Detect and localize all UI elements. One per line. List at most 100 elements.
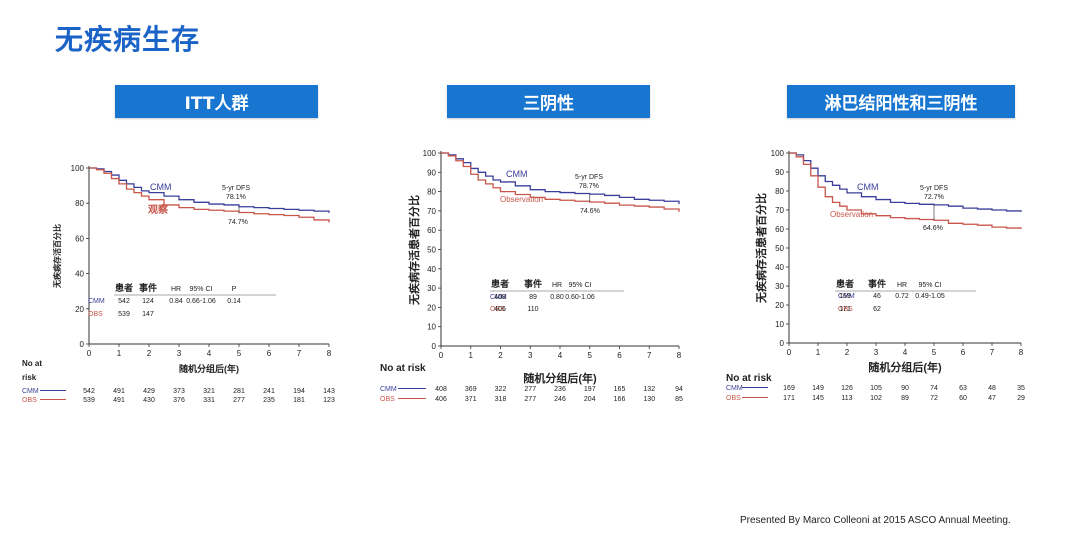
x-tick-label: 3: [177, 349, 182, 358]
stats-header: 95% CI: [190, 286, 213, 293]
y-tick-label: 100: [423, 149, 437, 158]
stats-header: HR: [552, 282, 562, 289]
series-line-cmm: [789, 152, 1022, 212]
km-panel-3: 0 10 20 30 40 50 60 70 80 90 100 0 1 2 3 4 5 6 7 8 随机分组后(年) 无…: [726, 149, 1025, 402]
risk-value: 166: [614, 396, 626, 403]
y-tick-label: 40: [75, 270, 84, 279]
x-tick-label: 4: [558, 351, 563, 360]
y-tick-label: 90: [775, 168, 784, 177]
risk-label: No at risk: [380, 363, 426, 374]
stats-cell: 124: [142, 298, 154, 305]
risk-value: 406: [435, 396, 447, 403]
stats-header: 95% CI: [919, 282, 942, 289]
x-tick-label: 7: [990, 348, 995, 357]
stats-cell: 406: [494, 306, 506, 313]
risk-value: 169: [783, 385, 795, 392]
x-tick-label: 5: [237, 349, 242, 358]
panel-header-itt: ITT人群: [115, 85, 318, 118]
risk-value: 149: [812, 385, 824, 392]
x-tick-label: 8: [327, 349, 332, 358]
risk-value: 331: [203, 397, 215, 404]
dfs-label: 5-yr DFS: [575, 174, 603, 181]
x-axis-label: 随机分组后(年): [868, 360, 942, 374]
x-tick-label: 2: [845, 348, 850, 357]
risk-value: 277: [524, 396, 536, 403]
y-tick-label: 30: [775, 282, 784, 291]
stats-row-name: OBS: [88, 311, 103, 318]
y-tick-label: 80: [427, 188, 436, 197]
y-tick-label: 10: [427, 323, 436, 332]
series-line-obs: [789, 152, 1022, 229]
series-label-cmm: CMM: [150, 182, 172, 192]
y-tick-label: 90: [427, 168, 436, 177]
stats-cell: 0.60-1.06: [565, 294, 595, 301]
risk-value: 539: [83, 397, 95, 404]
stats-header: HR: [171, 286, 181, 293]
risk-value: 143: [323, 388, 335, 395]
y-tick-label: 10: [775, 320, 784, 329]
stats-cell: 0.72: [895, 293, 909, 300]
stats-header: 事件: [524, 278, 542, 289]
series-line-cmm: [89, 167, 330, 213]
y-tick-label: 100: [771, 149, 785, 158]
risk-value: 321: [203, 388, 215, 395]
x-tick-label: 4: [903, 348, 908, 357]
stats-cell: 0.14: [227, 298, 241, 305]
x-tick-label: 8: [677, 351, 682, 360]
risk-value: 318: [495, 396, 507, 403]
risk-row-name: OBS: [726, 395, 741, 402]
x-tick-label: 8: [1019, 348, 1024, 357]
stats-cell: 169: [839, 293, 851, 300]
y-tick-label: 80: [75, 199, 84, 208]
stats-row-name: CMM: [88, 298, 105, 305]
x-tick-label: 1: [469, 351, 474, 360]
y-axis-label: 无疾病存活患者百分比: [407, 195, 421, 306]
risk-value: 204: [584, 396, 596, 403]
y-tick-label: 60: [427, 226, 436, 235]
stats-row-name: CMM: [490, 294, 507, 301]
risk-value: 491: [113, 397, 125, 404]
stats-header: 患者: [491, 278, 509, 289]
risk-value: 47: [988, 395, 996, 402]
dfs-cmm-value: 78.7%: [579, 183, 599, 190]
risk-value: 369: [465, 386, 477, 393]
y-tick-label: 60: [75, 234, 84, 243]
risk-label: No at risk: [726, 373, 772, 384]
risk-value: 542: [83, 388, 95, 395]
x-tick-label: 3: [874, 348, 879, 357]
stats-cell: 0.66-1.06: [186, 298, 216, 305]
risk-label: risk: [22, 373, 37, 382]
risk-value: 60: [959, 395, 967, 402]
risk-value: 429: [143, 388, 155, 395]
series-label-obs: Observation: [500, 195, 543, 204]
risk-value: 281: [233, 388, 245, 395]
y-tick-label: 40: [775, 263, 784, 272]
panel-header-node-positive-triple-negative: 淋巴结阳性和三阴性: [787, 85, 1015, 118]
risk-value: 85: [675, 396, 683, 403]
risk-value: 63: [959, 385, 967, 392]
series-line-cmm: [441, 152, 680, 205]
risk-row-name: CMM: [726, 385, 743, 392]
stats-header: HR: [897, 282, 907, 289]
risk-value: 235: [263, 397, 275, 404]
risk-value: 277: [233, 397, 245, 404]
risk-value: 236: [554, 386, 566, 393]
y-tick-label: 60: [775, 225, 784, 234]
slide-title: 无疾病生存: [55, 23, 201, 56]
risk-value: 105: [870, 385, 882, 392]
series-label-cmm: CMM: [857, 182, 879, 192]
risk-value: 171: [783, 395, 795, 402]
x-tick-label: 5: [588, 351, 593, 360]
risk-value: 371: [465, 396, 477, 403]
footer-credit: Presented By Marco Colleoni at 2015 ASCO…: [740, 515, 1011, 526]
risk-value: 89: [901, 395, 909, 402]
x-tick-label: 5: [932, 348, 937, 357]
dfs-obs-value: 64.6%: [923, 225, 943, 232]
stats-cell: 89: [529, 294, 537, 301]
x-tick-label: 2: [498, 351, 503, 360]
stats-cell: 147: [142, 311, 154, 318]
risk-value: 181: [293, 397, 305, 404]
x-tick-label: 6: [961, 348, 966, 357]
risk-value: 126: [841, 385, 853, 392]
x-tick-label: 6: [267, 349, 272, 358]
